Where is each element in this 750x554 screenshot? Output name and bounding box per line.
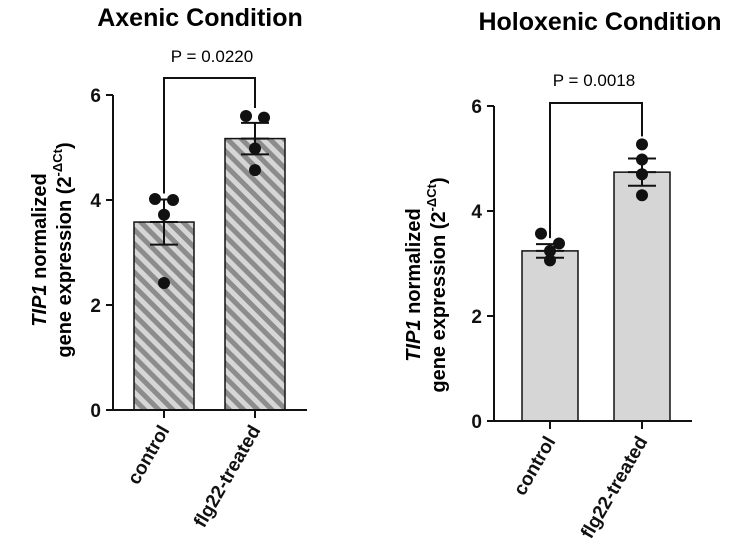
y-axis-title-rest: normalized bbox=[29, 173, 51, 284]
data-point bbox=[240, 110, 252, 122]
y-axis-title-line-2: gene expression (2-ΔCt) bbox=[50, 142, 76, 357]
bar-flg22-treated bbox=[224, 137, 286, 411]
data-point bbox=[167, 194, 179, 206]
bar-control bbox=[133, 221, 195, 411]
data-point bbox=[636, 138, 648, 151]
y-tick-label: 4 bbox=[471, 202, 482, 223]
data-point bbox=[544, 254, 556, 267]
data-point bbox=[258, 111, 270, 124]
panel-holoxenic: Holoxenic Condition TIP1 normalized gene… bbox=[403, 8, 722, 542]
data-point bbox=[158, 276, 170, 289]
y-tick-label: 4 bbox=[90, 191, 101, 212]
data-point bbox=[544, 244, 556, 257]
y-axis-title-line-2: gene expression (2-ΔCt) bbox=[424, 177, 450, 392]
x-tick-label-control: control bbox=[124, 422, 174, 488]
y-axis-title-line-1: TIP1 normalized bbox=[29, 173, 51, 326]
y-axis-gene-name: TIP1 bbox=[29, 284, 51, 326]
data-point bbox=[636, 168, 648, 181]
data-point bbox=[149, 192, 161, 205]
chart-title: Axenic Condition bbox=[97, 4, 303, 32]
y-axis-title-text: gene expression (2 bbox=[428, 211, 450, 392]
p-value-label: P = 0.0018 bbox=[553, 71, 635, 90]
y-axis-title-text: gene expression (2 bbox=[54, 176, 76, 357]
bar-control bbox=[521, 250, 579, 422]
data-point bbox=[158, 208, 170, 221]
y-axis-title-superscript: -ΔCt bbox=[424, 183, 439, 211]
data-point bbox=[249, 142, 261, 155]
chart-title: Holoxenic Condition bbox=[478, 8, 721, 36]
y-tick-label: 6 bbox=[90, 86, 101, 107]
plot-area: 0 2 4 6 control flg22-treated bbox=[471, 97, 692, 542]
y-tick-label: 0 bbox=[90, 401, 101, 422]
y-axis-title-close: ) bbox=[54, 142, 76, 149]
y-tick-label: 2 bbox=[471, 307, 482, 328]
data-point bbox=[553, 237, 565, 250]
y-tick-label: 6 bbox=[471, 97, 482, 118]
plot-area: 0 2 4 6 control flg22-treated bbox=[90, 77, 307, 531]
x-tick-label-flg22-treated: flg22-treated bbox=[190, 422, 265, 531]
y-axis-title-close: ) bbox=[428, 177, 450, 184]
y-axis-title-rest: normalized bbox=[403, 208, 425, 319]
significance-bracket bbox=[163, 77, 256, 194]
significance-bracket bbox=[549, 102, 643, 239]
data-point bbox=[636, 189, 648, 202]
data-point bbox=[249, 164, 261, 177]
y-axis-title: TIP1 normalized gene expression (2-ΔCt) bbox=[29, 142, 76, 357]
data-point bbox=[535, 227, 547, 240]
y-tick-label: 2 bbox=[90, 296, 101, 317]
y-tick-label: 0 bbox=[471, 412, 482, 433]
panel-axenic: Axenic Condition TIP1 normalized gene ex… bbox=[29, 4, 307, 531]
y-axis-title-line-1: TIP1 normalized bbox=[403, 208, 425, 361]
bar-flg22-treated bbox=[613, 171, 671, 422]
data-point bbox=[636, 153, 648, 166]
y-axis-title: TIP1 normalized gene expression (2-ΔCt) bbox=[403, 177, 450, 392]
y-axis-gene-name: TIP1 bbox=[403, 319, 425, 361]
p-value-label: P = 0.0220 bbox=[171, 47, 253, 66]
x-tick-label-control: control bbox=[510, 433, 560, 499]
x-tick-label-flg22-treated: flg22-treated bbox=[577, 433, 652, 542]
y-axis-title-superscript: -ΔCt bbox=[50, 148, 65, 176]
